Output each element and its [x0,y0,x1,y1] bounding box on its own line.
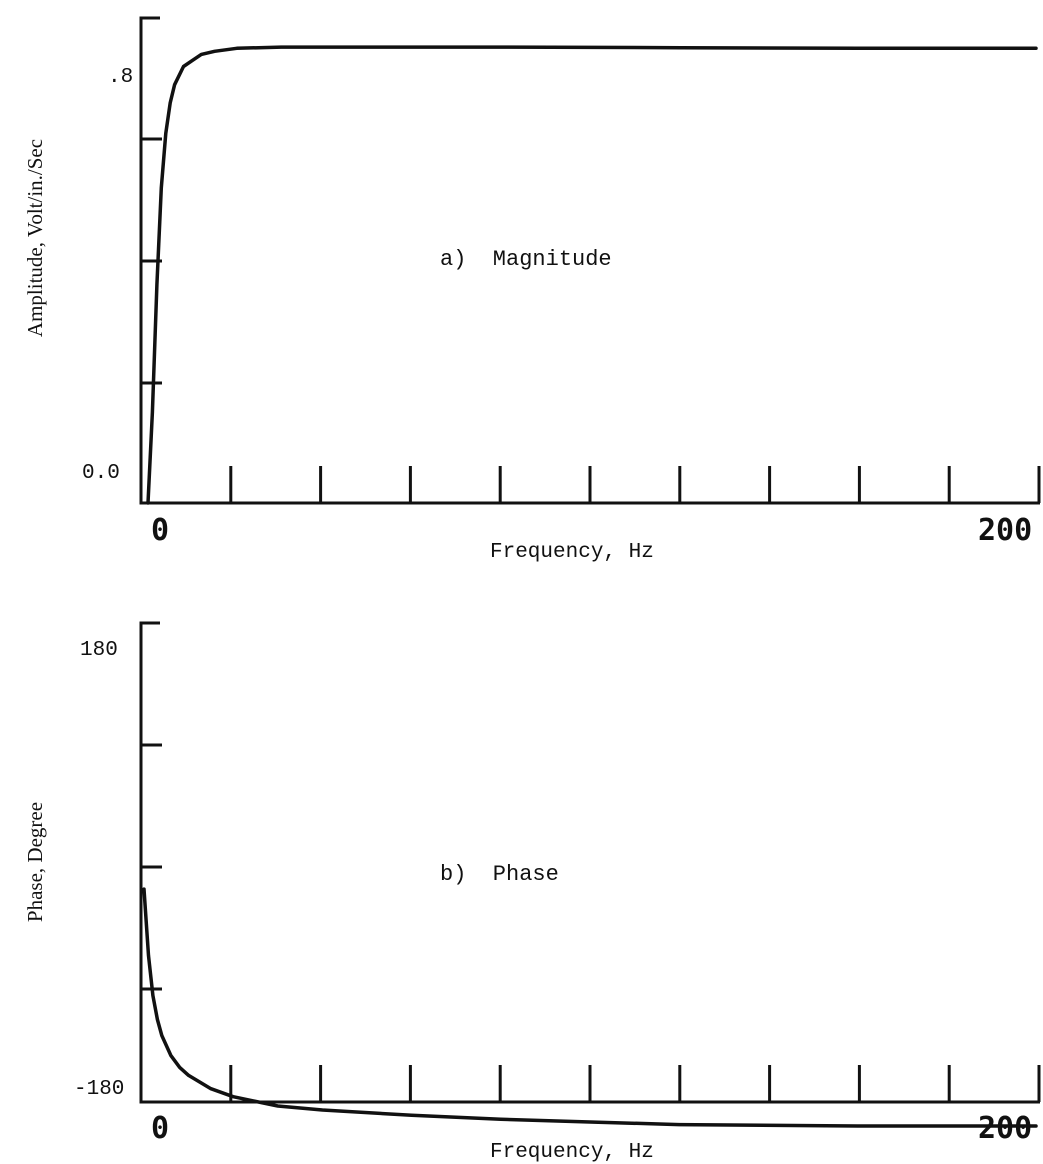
phase-series-line [142,887,1038,1128]
magnitude-x-ticks [229,466,1041,503]
magnitude-y-axis-label: Amplitude, Volt/in./Sec [23,139,47,337]
phase-y-bottom-tick-label: -180 [74,1078,124,1101]
phase-x-end-tick-label: 200 [978,1111,1032,1146]
magnitude-chart: .8 0.0 0 200 Frequency, Hz Amplitude, Vo… [23,16,1041,564]
phase-x-axis-label: Frequency, Hz [490,1141,654,1164]
magnitude-x-end-tick-label: 200 [978,513,1032,548]
magnitude-x-start-tick-label: 0 [151,513,169,548]
magnitude-x-axis-label: Frequency, Hz [490,541,654,564]
phase-x-start-tick-label: 0 [151,1111,169,1146]
magnitude-y-bottom-tick-label: 0.0 [82,462,120,485]
phase-y-ticks [141,743,162,991]
phase-y-top-tick-label: 180 [80,639,118,662]
phase-y-axis-label: Phase, Degree [23,802,47,922]
magnitude-panel-annotation: a) Magnitude [440,247,612,272]
phase-plot-frame [139,621,1040,1104]
magnitude-y-top-tick-label: .8 [108,66,133,89]
phase-chart: 180 -180 0 200 Frequency, Hz Phase, Degr… [23,621,1041,1164]
magnitude-series-line [146,45,1038,505]
phase-panel-annotation: b) Phase [440,862,559,887]
phase-x-ticks [229,1065,1041,1102]
